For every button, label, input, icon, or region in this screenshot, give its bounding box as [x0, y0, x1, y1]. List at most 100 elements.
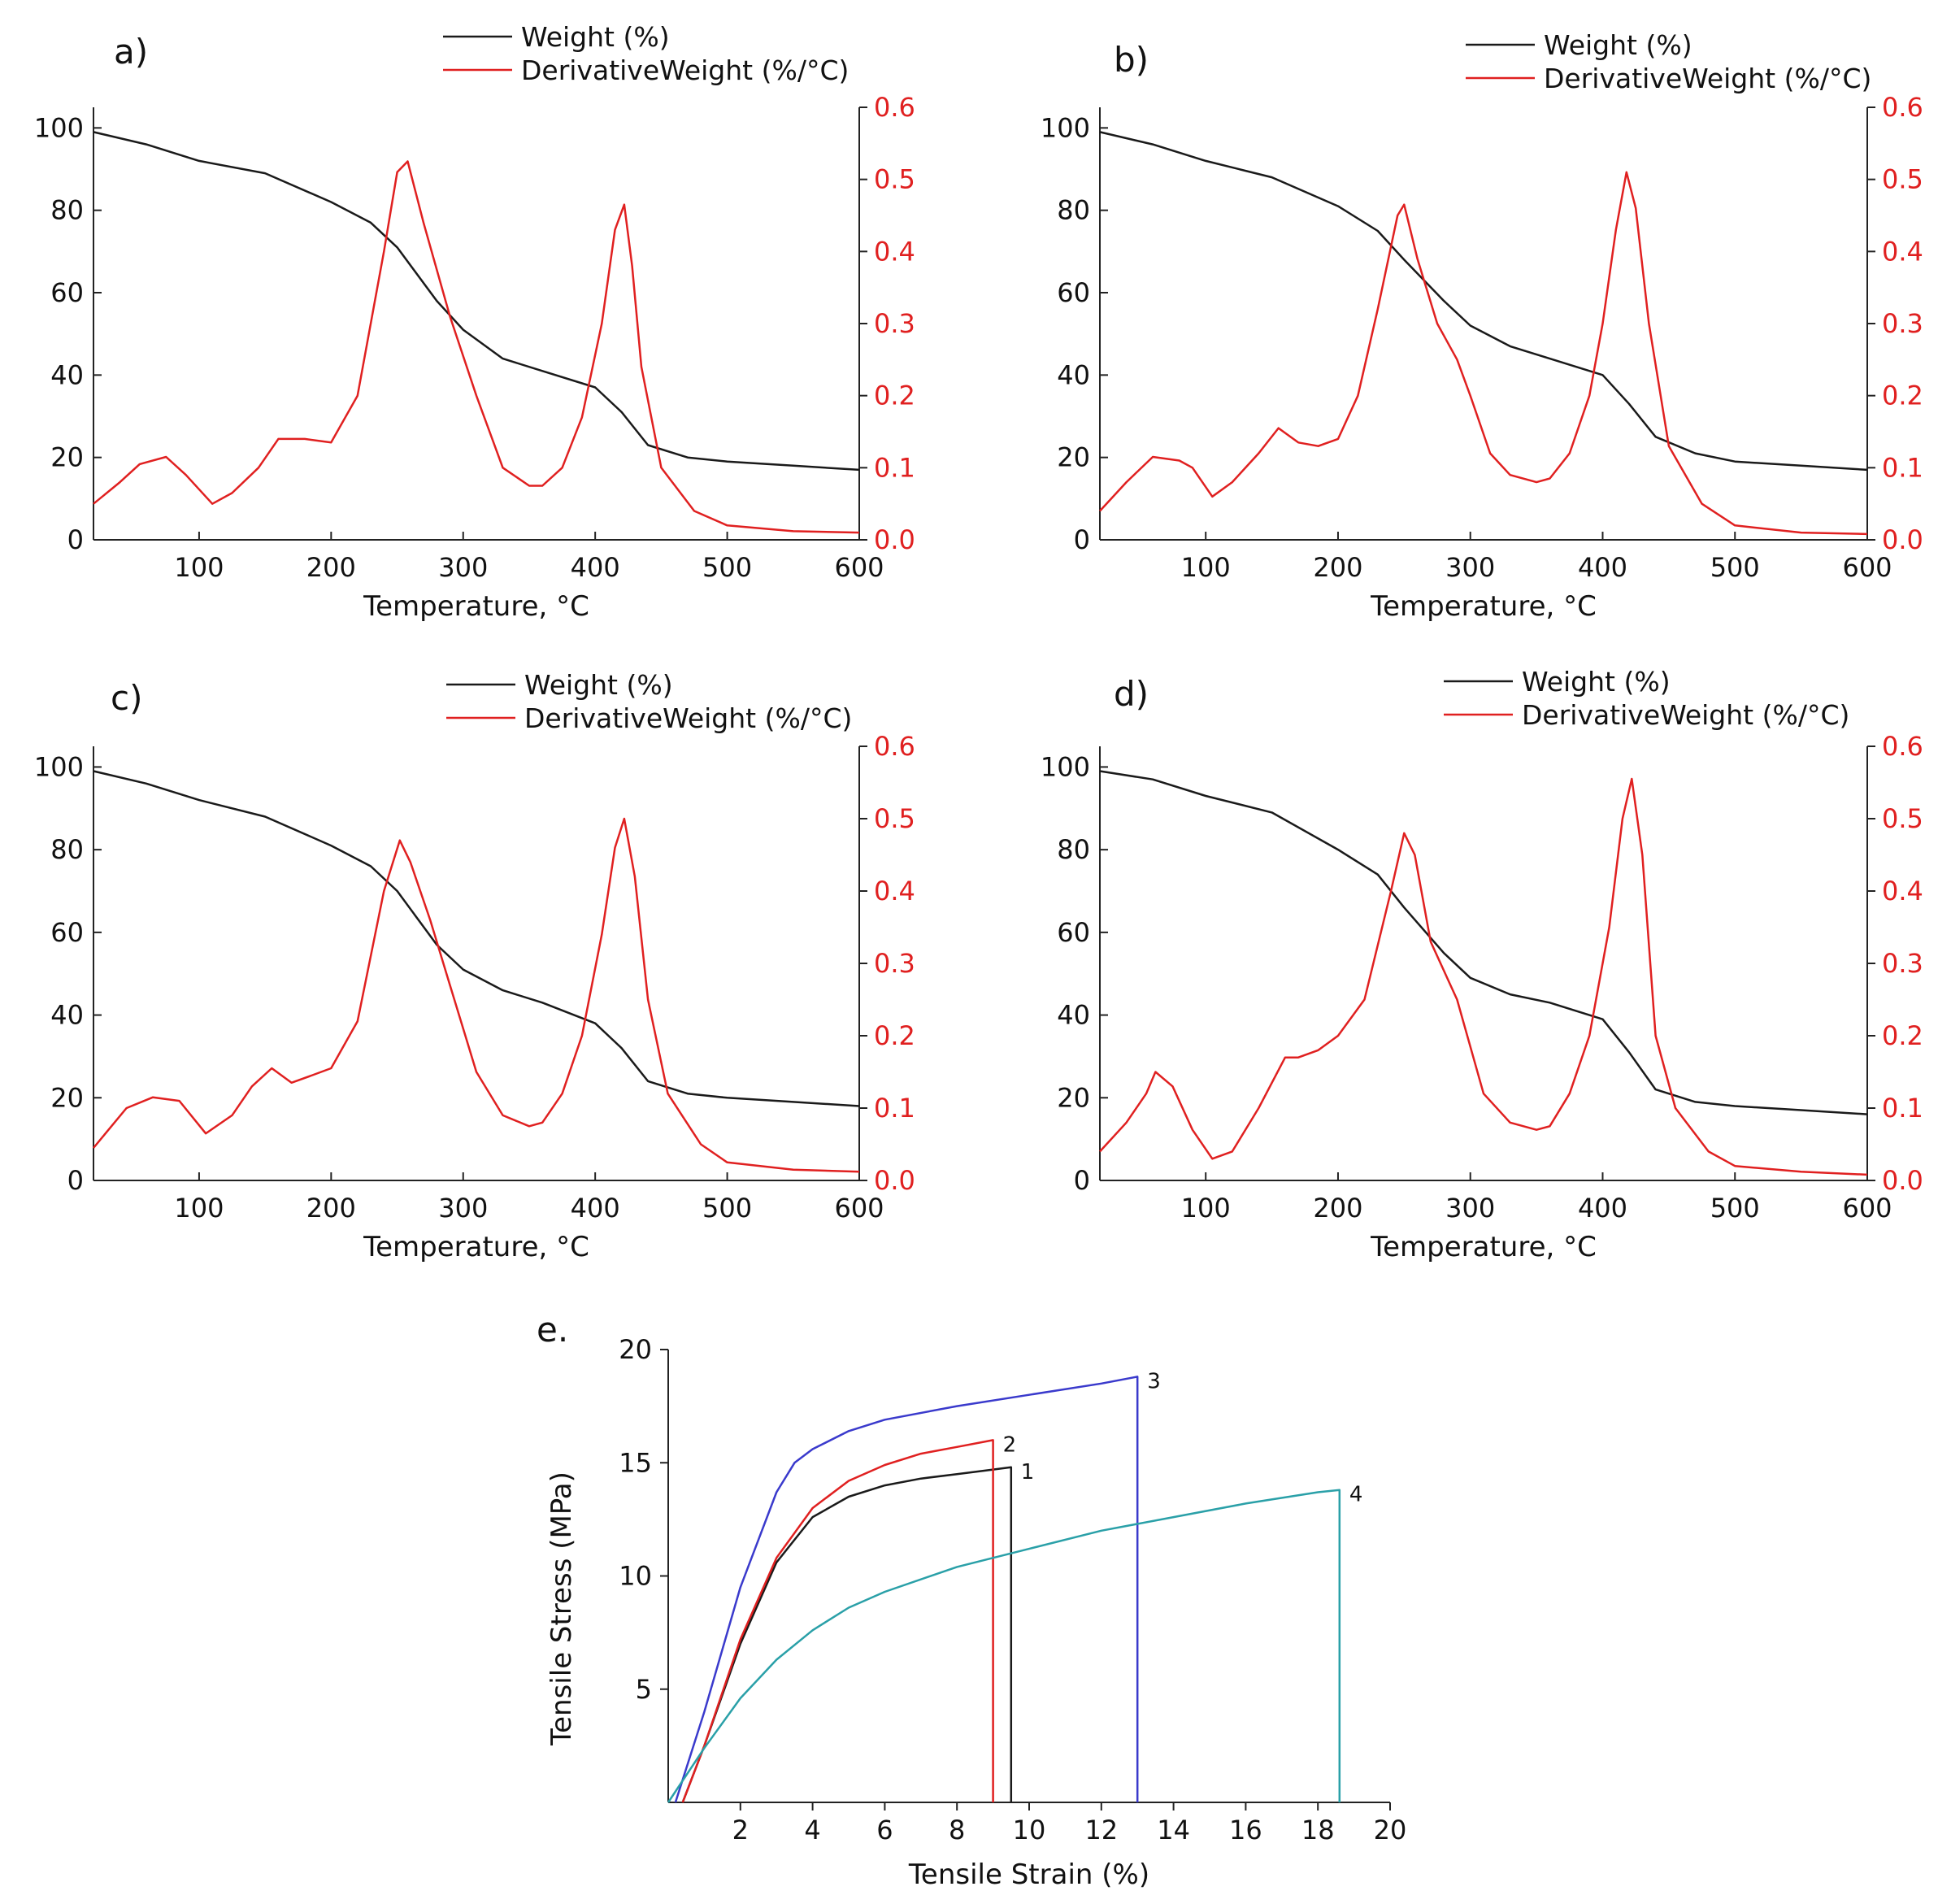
- tensile-curve-1: [681, 1466, 1013, 1803]
- tga-panel-b: 100 200 300 400 500 600 0 20 40 60 80 100 0.0 0.1 0.2 0…: [1041, 29, 1923, 623]
- tensile-curve-4: [667, 1489, 1341, 1803]
- y-right-tick-label: 0.3: [874, 948, 915, 979]
- y-axis-title: Tensile Stress (MPa): [545, 1471, 578, 1746]
- y-right-tick-label: 0.0: [1882, 1165, 1923, 1196]
- legend-label: DerivativeWeight (%/°C): [521, 54, 849, 86]
- y-right-tick-label: 0.2: [1882, 1020, 1923, 1051]
- x-tick-label: 200: [306, 1193, 356, 1224]
- y-right-tick-label: 0.2: [1882, 380, 1923, 411]
- y-right-tick-label: 0.6: [874, 731, 915, 762]
- y-tick-label: 10: [619, 1561, 652, 1592]
- y-right-tick-label: 0.5: [874, 164, 915, 195]
- x-tick-label: 200: [306, 552, 356, 583]
- derivative-weight-line: [1099, 171, 1868, 536]
- derivative-weight-line: [1099, 777, 1868, 1176]
- y-right-tick-label: 0.1: [1882, 1093, 1923, 1124]
- y-left-tick-label: 60: [1057, 277, 1090, 308]
- x-tick-label: 4: [804, 1815, 820, 1845]
- x-tick-label: 400: [1578, 552, 1627, 583]
- y-left-tick-label: 60: [1057, 917, 1090, 948]
- weight-line: [93, 770, 860, 1107]
- x-tick-label: 500: [702, 552, 752, 583]
- legend-label: Weight (%): [521, 21, 670, 53]
- x-tick-label: 600: [834, 552, 884, 583]
- x-axis-title: Temperature, °C: [1370, 590, 1597, 623]
- x-tick-label: 600: [1842, 1193, 1892, 1224]
- x-axis-title: Temperature, °C: [363, 590, 589, 623]
- y-left-tick-label: 60: [50, 917, 84, 948]
- y-left-tick-label: 20: [1057, 1082, 1090, 1113]
- x-tick-label: 16: [1229, 1815, 1262, 1845]
- x-axis-title: Temperature, °C: [1370, 1231, 1597, 1263]
- y-left-tick-label: 80: [1057, 834, 1090, 865]
- y-left-tick-label: 20: [1057, 442, 1090, 473]
- panel-label: a): [114, 32, 148, 72]
- tga-panel-c: 100 200 300 400 500 600 0 20 40 60 80 100 0.0 0.1 0.2 0…: [34, 669, 915, 1263]
- y-left-tick-label: 80: [1057, 195, 1090, 226]
- curve-label-1: 1: [1021, 1460, 1035, 1485]
- curve-label-2: 2: [1003, 1432, 1017, 1457]
- curve-label-3: 3: [1147, 1369, 1161, 1393]
- panel-label: b): [1114, 40, 1149, 80]
- legend-label: Weight (%): [1522, 666, 1671, 698]
- y-left-tick-label: 100: [34, 112, 84, 143]
- y-right-tick-label: 0.6: [1882, 731, 1923, 762]
- x-tick-label: 20: [1374, 1815, 1407, 1845]
- panel-label: d): [1114, 674, 1149, 714]
- x-tick-label: 100: [174, 1193, 224, 1224]
- legend-label: DerivativeWeight (%/°C): [524, 702, 852, 734]
- x-tick-label: 500: [702, 1193, 752, 1224]
- x-tick-label: 300: [438, 1193, 488, 1224]
- x-tick-label: 6: [876, 1815, 893, 1845]
- y-left-tick-label: 0: [67, 524, 84, 555]
- y-tick-label: 5: [636, 1674, 652, 1705]
- y-right-tick-label: 0.5: [1882, 164, 1923, 195]
- y-left-tick-label: 40: [1057, 1000, 1090, 1031]
- legend-label: DerivativeWeight (%/°C): [1544, 63, 1871, 94]
- y-right-tick-label: 0.1: [874, 1093, 915, 1124]
- legend-label: Weight (%): [524, 669, 673, 701]
- y-left-tick-label: 40: [50, 1000, 84, 1031]
- legend-label: DerivativeWeight (%/°C): [1522, 699, 1849, 731]
- tensile-curve-2: [681, 1439, 994, 1803]
- x-tick-label: 400: [571, 1193, 620, 1224]
- y-right-tick-label: 0.3: [874, 308, 915, 339]
- x-tick-label: 500: [1710, 552, 1760, 583]
- y-left-tick-label: 40: [50, 359, 84, 390]
- y-right-tick-label: 0.3: [1882, 308, 1923, 339]
- y-left-tick-label: 100: [1041, 751, 1090, 782]
- tga-panel-a: 100 200 300 400 500 600 0 20 40 60 80 100 0.0 0.1 0.2 0…: [34, 21, 915, 623]
- y-right-tick-label: 0.2: [874, 380, 915, 411]
- weight-line: [1099, 770, 1868, 1115]
- x-axis-title: Temperature, °C: [363, 1231, 589, 1263]
- y-left-tick-label: 0: [1074, 524, 1090, 555]
- derivative-weight-line: [93, 160, 860, 534]
- y-right-tick-label: 0.6: [1882, 92, 1923, 123]
- tensile-curve-3: [674, 1376, 1139, 1803]
- x-tick-label: 300: [438, 552, 488, 583]
- y-right-tick-label: 0.4: [1882, 236, 1923, 267]
- curve-label-4: 4: [1349, 1483, 1363, 1507]
- y-left-tick-label: 20: [50, 442, 84, 473]
- y-right-tick-label: 0.1: [1882, 452, 1923, 483]
- y-right-tick-label: 0.5: [1882, 803, 1923, 834]
- x-axis-title: Tensile Strain (%): [908, 1858, 1149, 1891]
- x-tick-label: 8: [949, 1815, 965, 1845]
- x-tick-label: 12: [1084, 1815, 1118, 1845]
- y-left-tick-label: 0: [67, 1165, 84, 1196]
- y-right-tick-label: 0.3: [1882, 948, 1923, 979]
- x-tick-label: 10: [1013, 1815, 1046, 1845]
- y-right-tick-label: 0.1: [874, 452, 915, 483]
- y-left-tick-label: 0: [1074, 1165, 1090, 1196]
- y-right-tick-label: 0.6: [874, 92, 915, 123]
- x-tick-label: 300: [1445, 552, 1495, 583]
- y-right-tick-label: 0.0: [1882, 524, 1923, 555]
- panel-label: c): [111, 678, 142, 718]
- derivative-weight-line: [93, 817, 860, 1173]
- y-right-tick-label: 0.4: [874, 236, 915, 267]
- y-right-tick-label: 0.4: [874, 876, 915, 906]
- weight-line: [1099, 131, 1868, 472]
- y-left-tick-label: 100: [34, 751, 84, 782]
